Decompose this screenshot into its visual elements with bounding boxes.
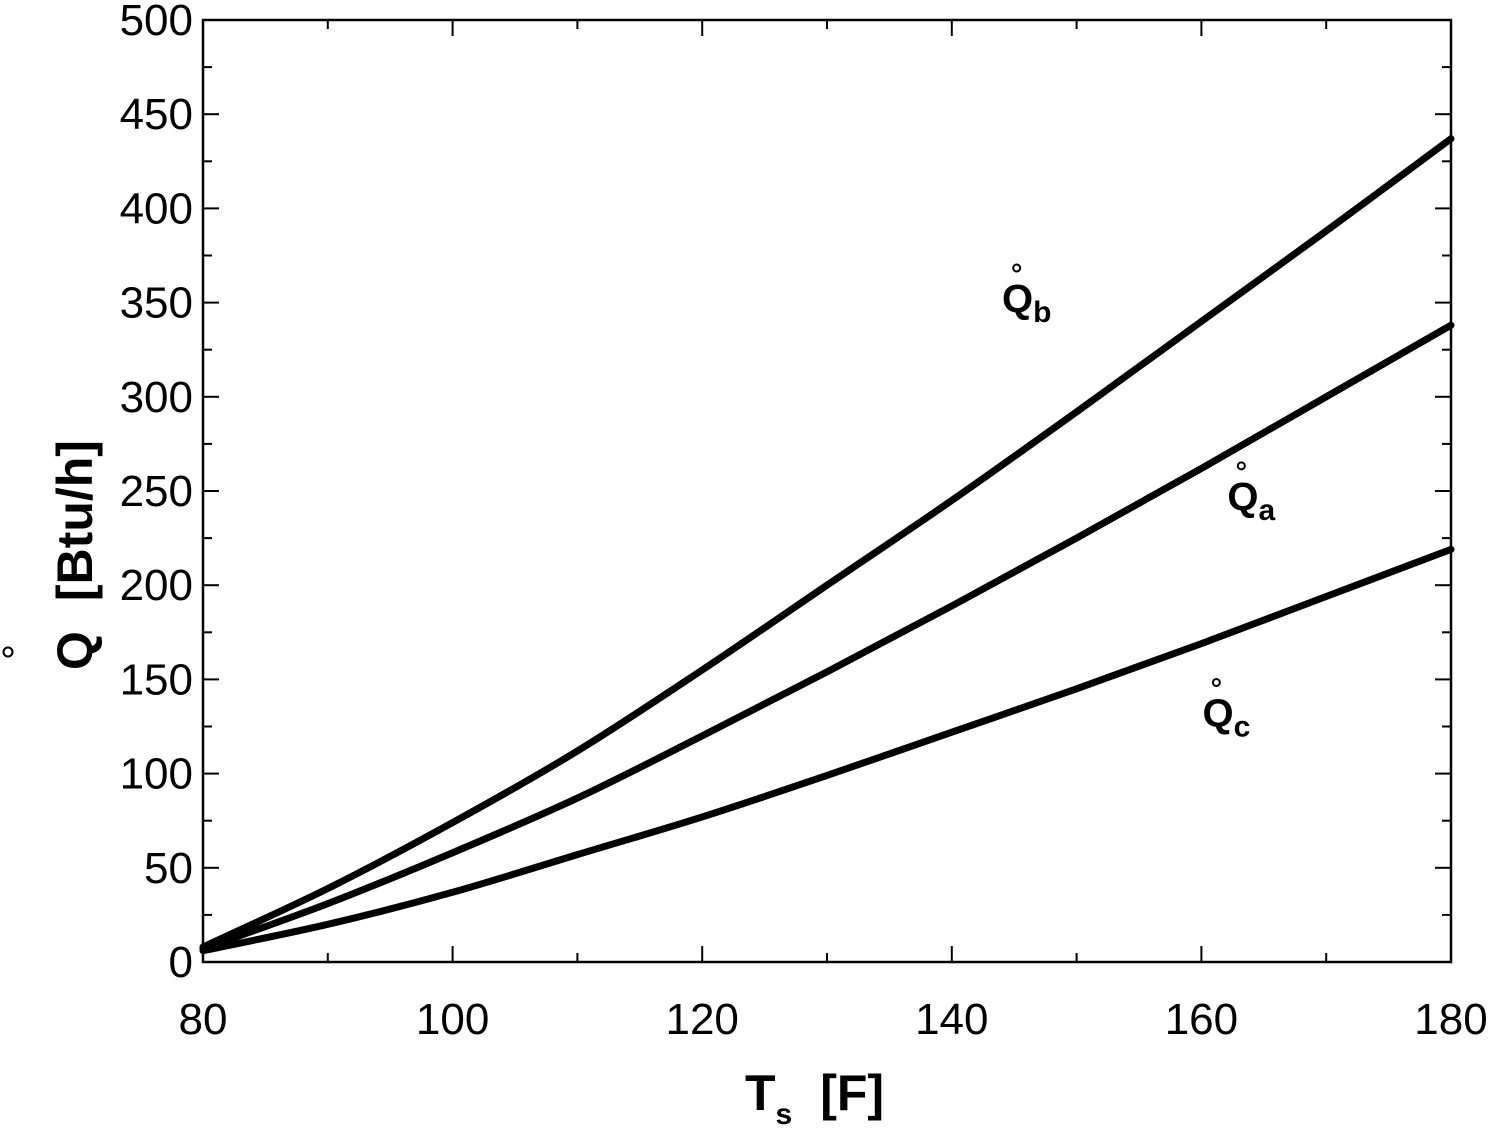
x-tick-labels: 80 100 120 140 160 180: [179, 995, 1488, 1044]
x-axis-label: Ts [F]: [745, 1065, 884, 1131]
x-tick-label: 100: [416, 995, 489, 1044]
y-axis-label: Q [Btu/h]: [2, 440, 103, 670]
series-label-b: Qb: [1002, 277, 1051, 329]
x-axis-label-main: T: [745, 1065, 776, 1121]
series-label-main: Q: [1002, 277, 1033, 321]
y-tick-label: 100: [120, 750, 193, 799]
x-tick-label: 180: [1414, 995, 1487, 1044]
series-label-dot: [1012, 263, 1022, 273]
y-tick-label: 0: [169, 938, 193, 987]
series-label-dot: [1236, 461, 1246, 471]
series-line-b: [199, 135, 1455, 951]
y-tick-label: 50: [144, 844, 193, 893]
y-tick-labels: 0 50 100 150 200 250 300 350 400 450 500: [120, 0, 193, 987]
x-tick-label: 140: [915, 995, 988, 1044]
y-axis-label-unit: [Btu/h]: [47, 440, 103, 601]
y-axis-label-dot: [2, 646, 14, 658]
series-label-c: Qc: [1202, 692, 1250, 744]
x-tick-label: 120: [665, 995, 738, 1044]
x-tick-label: 80: [179, 995, 228, 1044]
y-tick-label: 250: [120, 467, 193, 516]
plot-frame: [201, 18, 1453, 964]
y-tick-label: 300: [120, 373, 193, 422]
y-tick-label: 400: [120, 184, 193, 233]
y-tick-label: 350: [120, 279, 193, 328]
series-line-c: [199, 545, 1455, 955]
svg-text:Q[Btu/h]: Q [Btu/h]: [47, 440, 103, 670]
series-lines: [199, 135, 1455, 955]
x-axis-label-sub: s: [776, 1098, 793, 1131]
y-tick-label: 150: [120, 655, 193, 704]
series-line-a: [199, 321, 1455, 953]
series-label-sub: c: [1234, 711, 1251, 744]
series-label-sub: a: [1259, 494, 1276, 527]
y-tick-label: 450: [120, 90, 193, 139]
series-label-main: Q: [1202, 692, 1233, 736]
series-label-main: Q: [1227, 475, 1258, 519]
y-axis-label-main: Q: [47, 631, 103, 670]
y-tick-label: 500: [120, 0, 193, 45]
series-label-a: Qa: [1227, 475, 1275, 527]
series-label-sub: b: [1033, 296, 1051, 329]
series-label-dot: [1211, 678, 1221, 687]
x-axis-label-unit: [F]: [820, 1065, 884, 1121]
x-tick-label: 160: [1165, 995, 1238, 1044]
y-tick-label: 200: [120, 561, 193, 610]
tick-marks: [202, 19, 1452, 963]
